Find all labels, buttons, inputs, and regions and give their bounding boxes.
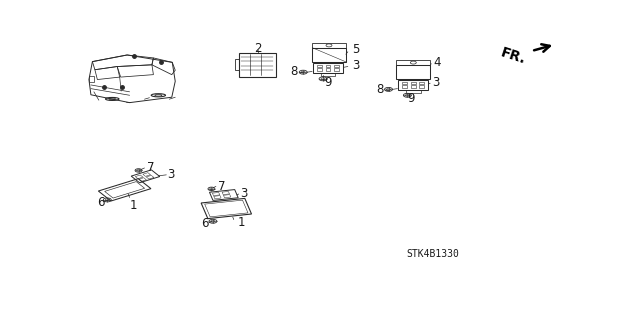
Text: 3: 3 bbox=[240, 187, 247, 199]
Bar bbox=[235, 59, 239, 70]
Text: 1: 1 bbox=[130, 199, 138, 212]
Text: 8: 8 bbox=[376, 83, 383, 96]
Bar bbox=[334, 68, 339, 71]
Text: 6: 6 bbox=[97, 196, 104, 209]
Bar bbox=[321, 73, 335, 76]
Text: 9: 9 bbox=[324, 76, 332, 88]
Bar bbox=[326, 64, 330, 67]
Text: 5: 5 bbox=[352, 43, 359, 56]
Bar bbox=[419, 82, 424, 84]
Bar bbox=[326, 68, 330, 71]
Bar bbox=[89, 76, 94, 83]
Text: 2: 2 bbox=[254, 42, 261, 55]
Bar bbox=[317, 68, 322, 71]
Text: 7: 7 bbox=[218, 180, 225, 193]
Bar bbox=[334, 64, 339, 67]
Bar bbox=[411, 82, 416, 84]
Text: 3: 3 bbox=[167, 167, 175, 181]
Text: 3: 3 bbox=[352, 59, 359, 72]
Text: 9: 9 bbox=[408, 92, 415, 105]
Bar bbox=[312, 48, 346, 62]
Bar bbox=[239, 53, 276, 77]
Bar bbox=[419, 85, 424, 88]
Text: 1: 1 bbox=[237, 217, 245, 229]
Bar bbox=[312, 43, 346, 48]
Text: STK4B1330: STK4B1330 bbox=[406, 249, 460, 259]
Bar bbox=[403, 82, 408, 84]
Bar bbox=[396, 65, 430, 79]
Bar bbox=[403, 85, 408, 88]
Text: 3: 3 bbox=[432, 76, 440, 89]
Bar bbox=[317, 64, 322, 67]
Bar bbox=[406, 90, 420, 93]
Text: 4: 4 bbox=[433, 56, 441, 69]
Bar bbox=[396, 60, 430, 65]
Text: FR.: FR. bbox=[499, 46, 527, 67]
Bar bbox=[411, 85, 416, 88]
Text: 7: 7 bbox=[147, 161, 154, 174]
Bar bbox=[399, 80, 428, 90]
Text: 6: 6 bbox=[201, 217, 209, 230]
Text: 8: 8 bbox=[291, 65, 298, 78]
Bar bbox=[313, 63, 343, 73]
